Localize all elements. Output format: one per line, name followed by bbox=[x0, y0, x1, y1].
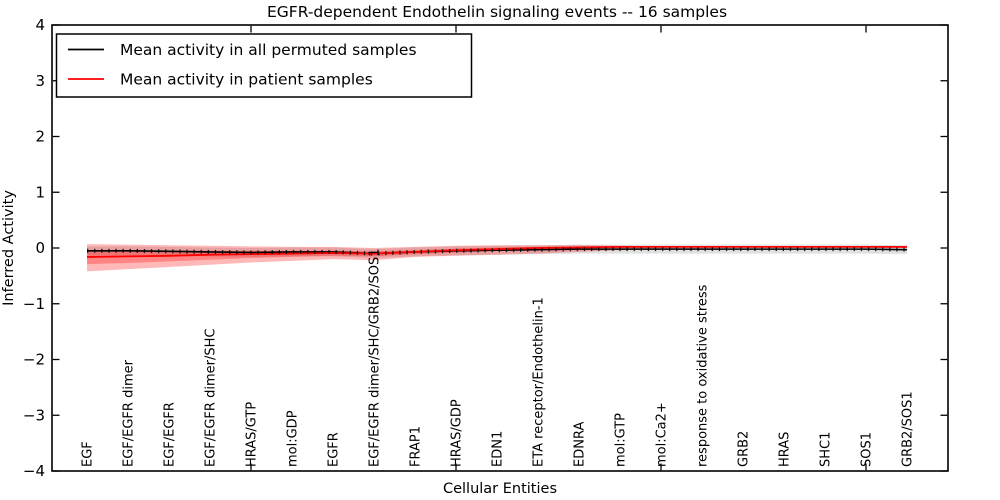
plot-frame bbox=[51, 24, 949, 472]
x-category-label: GRB2/SOS1 bbox=[901, 391, 916, 467]
y-tick-label: 1 bbox=[35, 183, 45, 201]
x-category-label: EDNRA bbox=[573, 422, 588, 467]
legend: Mean activity in all permuted samples Me… bbox=[55, 33, 473, 98]
y-tick-label: 3 bbox=[35, 72, 45, 90]
x-category-label: EGF/EGFR dimer/SHC/GRB2/SOS1 bbox=[368, 249, 383, 468]
legend-label-patient: Mean activity in patient samples bbox=[120, 71, 373, 89]
x-category-label: SHC1 bbox=[819, 432, 834, 467]
x-category-label: EGF/EGFR dimer bbox=[122, 359, 137, 467]
x-category-label: EGF/EGFR dimer/SHC bbox=[204, 329, 219, 467]
x-category-label: SOS1 bbox=[860, 432, 875, 467]
x-category-label: FRAP1 bbox=[409, 426, 424, 467]
x-category-label: EGF bbox=[81, 441, 96, 467]
x-category-label: mol:GDP bbox=[286, 410, 301, 467]
patient-mean-line bbox=[86, 245, 907, 258]
y-tick-label: −2 bbox=[23, 351, 45, 369]
series-lines bbox=[86, 245, 908, 258]
x-category-label: HRAS bbox=[778, 432, 793, 467]
x-category-label: EDN1 bbox=[491, 431, 506, 467]
x-category-label: HRAS/GTP bbox=[245, 402, 260, 467]
permuted-mean-line bbox=[87, 248, 908, 255]
x-category-label: response to oxidative stress bbox=[696, 284, 711, 467]
patient-band-inner bbox=[87, 246, 907, 265]
legend-box bbox=[55, 33, 473, 98]
y-tick-label: 2 bbox=[35, 128, 45, 146]
y-tick-labels: 4 3 2 1 0 −1 −2 −3 −4 bbox=[23, 16, 45, 480]
confidence-bands bbox=[87, 244, 907, 272]
y-tick-label: −3 bbox=[23, 406, 45, 424]
legend-label-permuted: Mean activity in all permuted samples bbox=[120, 41, 417, 59]
y-tick-label: −4 bbox=[23, 462, 45, 480]
y-tick-label: −1 bbox=[23, 295, 45, 313]
patient-band-outer bbox=[87, 244, 907, 272]
x-category-label: EGFR bbox=[327, 432, 342, 467]
permuted-band bbox=[87, 244, 907, 259]
x-axis-label: Cellular Entities bbox=[443, 481, 557, 497]
chart-title: EGFR-dependent Endothelin signaling even… bbox=[267, 3, 727, 21]
y-tick-label: 4 bbox=[35, 16, 45, 34]
x-category-label: ETA receptor/Endothelin-1 bbox=[532, 297, 547, 467]
x-category-label: GRB2 bbox=[737, 431, 752, 467]
x-category-label: mol:Ca2+ bbox=[655, 402, 670, 467]
y-tick-label: 0 bbox=[35, 239, 45, 257]
y-axis-label: Inferred Activity bbox=[1, 190, 17, 306]
x-category-label: EGF/EGFR bbox=[163, 402, 178, 467]
axis-ticks bbox=[52, 24, 948, 472]
x-category-label: mol:GTP bbox=[614, 413, 629, 467]
x-category-labels: EGF EGF/EGFR dimer EGF/EGFR EGF/EGFR dimer/… bbox=[81, 249, 916, 468]
x-category-label: HRAS/GDP bbox=[450, 399, 465, 467]
